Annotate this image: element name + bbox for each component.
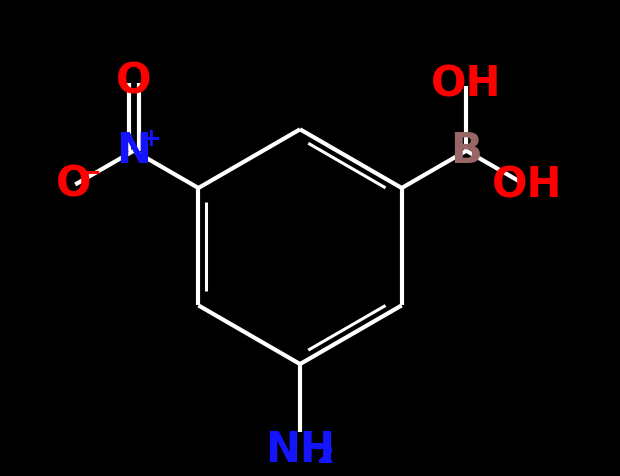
Text: +: + — [140, 127, 161, 151]
Text: −: − — [81, 160, 102, 185]
Text: 2: 2 — [317, 444, 335, 467]
Text: NH: NH — [265, 428, 335, 471]
Text: O: O — [55, 164, 91, 206]
Text: B: B — [451, 129, 482, 172]
Text: OH: OH — [431, 63, 502, 105]
Text: N: N — [117, 129, 151, 172]
Text: OH: OH — [492, 164, 562, 206]
Text: O: O — [116, 60, 151, 102]
